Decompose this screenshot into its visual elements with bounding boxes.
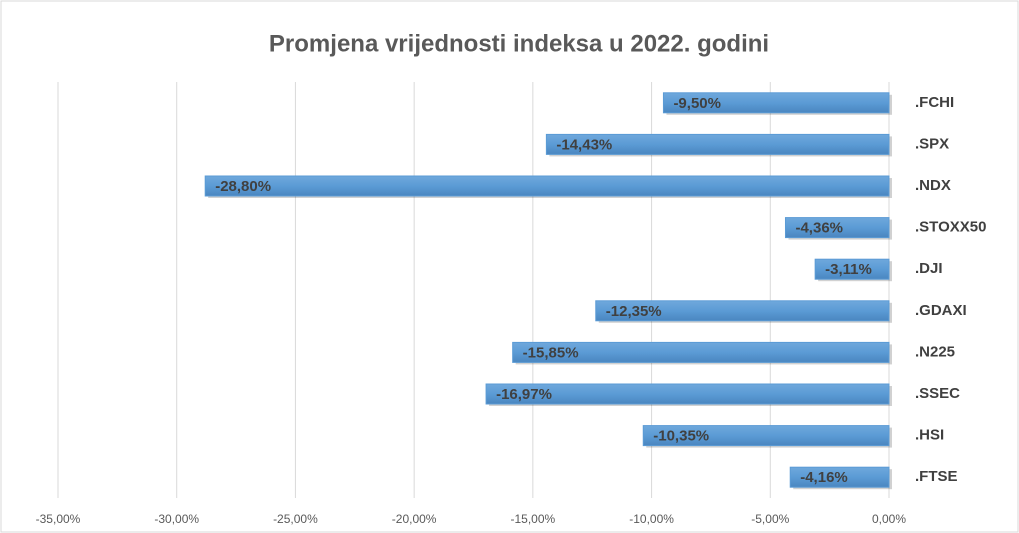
x-tick-label: -30,00% [154, 512, 199, 526]
bar [784, 217, 890, 239]
bar [662, 92, 890, 114]
bar [485, 383, 890, 405]
y-tick-label: .FTSE [915, 468, 958, 485]
y-tick-label: .STOXX50 [915, 219, 986, 236]
data-label: -12,35% [606, 303, 662, 320]
y-tick-label: .NDX [915, 177, 951, 194]
y-tick-label: .SSEC [915, 385, 960, 402]
bar [789, 466, 890, 488]
bar [545, 133, 890, 155]
bar [512, 341, 890, 363]
data-label: -14,43% [556, 136, 612, 153]
x-tick-label: -20,00% [392, 512, 437, 526]
data-label: -9,50% [673, 95, 721, 112]
y-tick-label: .N225 [915, 343, 955, 360]
y-tick-label: .HSI [915, 427, 944, 444]
chart-title: Promjena vrijednosti indeksa u 2022. god… [269, 30, 769, 57]
x-tick-label: -5,00% [751, 512, 789, 526]
x-tick-label: -15,00% [511, 512, 556, 526]
bar [814, 258, 890, 280]
bar [595, 300, 890, 322]
data-label: -28,80% [215, 178, 271, 195]
x-tick-label: -10,00% [629, 512, 674, 526]
data-label: -4,36% [795, 220, 843, 237]
data-label: -4,16% [800, 469, 848, 486]
data-label: -10,35% [653, 428, 709, 445]
x-tick-label: -25,00% [273, 512, 318, 526]
x-tick-label: 0,00% [872, 512, 906, 526]
bar [642, 425, 890, 447]
y-tick-label: .SPX [915, 135, 949, 152]
bar [204, 175, 890, 197]
data-label: -3,11% [825, 261, 872, 278]
y-tick-label: .GDAXI [915, 302, 967, 319]
data-label: -16,97% [496, 386, 552, 403]
y-tick-label: .FCHI [915, 94, 954, 111]
y-tick-label: .DJI [915, 260, 943, 277]
x-tick-label: -35,00% [36, 512, 81, 526]
data-label: -15,85% [523, 344, 579, 361]
